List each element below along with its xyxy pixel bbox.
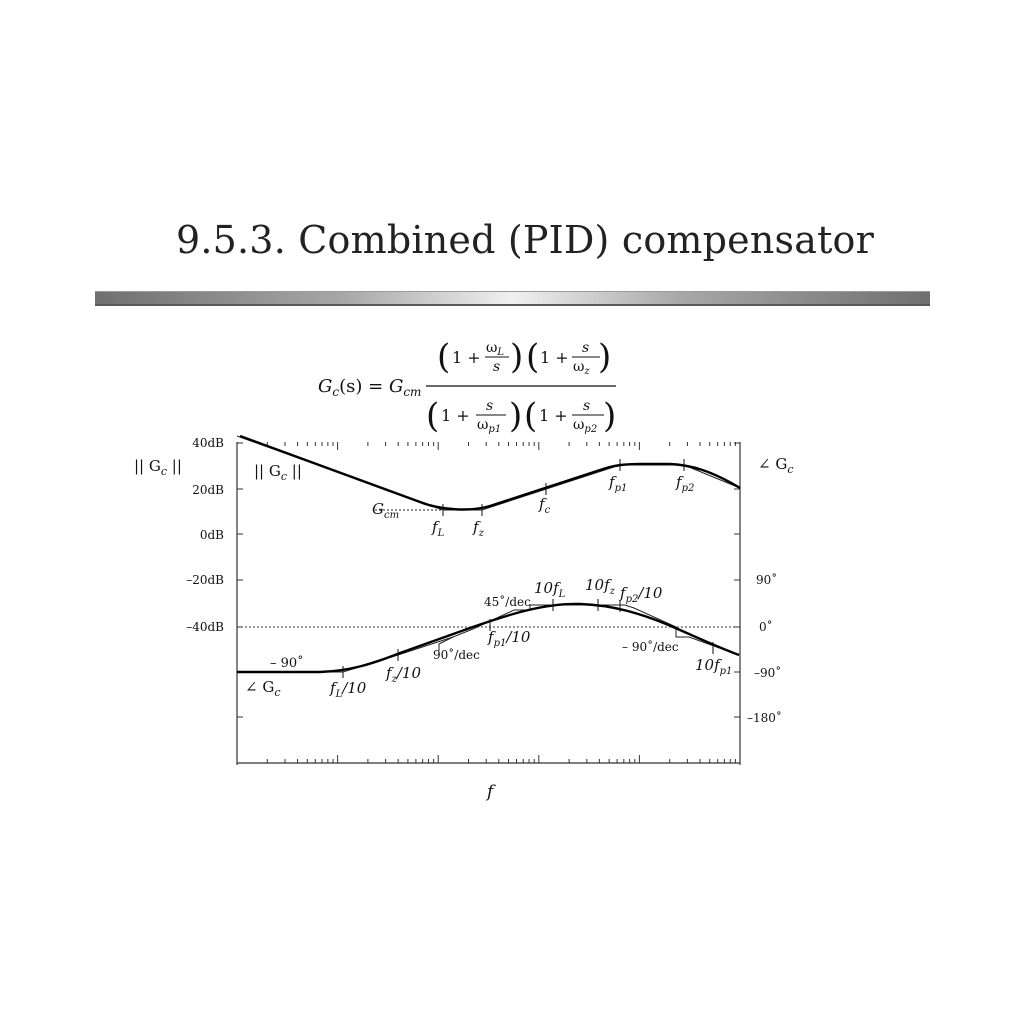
title-divider-bar [95, 291, 930, 306]
svg-text:ωp1: ωp1 [477, 417, 501, 435]
minus-90-label: – 90˚ [270, 655, 304, 671]
svg-text:1 +: 1 + [441, 406, 470, 425]
svg-text:(: ( [526, 337, 539, 377]
svg-text:s: s [493, 359, 500, 375]
left-tick-labels: 40dB 20dB 0dB –20dB –40dB [186, 436, 224, 634]
phase-axis-label: ∠ Gc [758, 455, 794, 476]
10fL-label: 10fL [534, 579, 566, 600]
fz-label: fz [472, 518, 485, 539]
svg-text:ωp2: ωp2 [573, 417, 597, 435]
fz-over-10-label: fz/10 [385, 664, 421, 685]
phase-asymptotes [237, 604, 740, 673]
magnitude-break-markers [442, 459, 685, 516]
fL-over-10-label: fL/10 [329, 679, 367, 700]
fp1-over-10-label: fp1/10 [487, 628, 531, 649]
svg-text:(: ( [426, 396, 439, 436]
svg-text:1 +: 1 + [540, 348, 569, 367]
svg-text:s: s [486, 398, 493, 414]
left-tick-label: 0dB [200, 528, 224, 542]
slope-45-label: 45˚/dec [484, 594, 531, 609]
gcm-label: Gcm [372, 500, 399, 521]
phase-break-markers [342, 599, 714, 678]
fc-label: fc [538, 495, 551, 516]
svg-text:): ) [510, 337, 523, 377]
svg-text:(: ( [524, 396, 537, 436]
numerator-term-1: ( 1 + ωL s ) [437, 337, 523, 377]
axis-ticks [236, 442, 741, 763]
magnitude-curve [239, 434, 741, 511]
svg-text:1 +: 1 + [539, 406, 568, 425]
left-tick-label: 20dB [192, 483, 224, 497]
phase-plot: ∠ Gc – 90˚ fL/10 fz/10 90˚/dec 45˚/dec f… [237, 576, 740, 700]
svg-text:): ) [603, 396, 616, 436]
formula-lhs: Gc(s) = Gcm [318, 376, 421, 399]
magnitude-asymptotes [236, 435, 741, 511]
right-tick-labels: 90˚ 0˚ –90˚ –180˚ [747, 572, 782, 725]
right-tick-label: –180˚ [747, 710, 782, 725]
svg-text:): ) [509, 396, 522, 436]
left-tick-label: 40dB [192, 436, 224, 450]
denominator-term-1: ( 1 + s ωp1 ) [426, 396, 522, 436]
svg-text:s: s [582, 340, 589, 356]
fp2-over-10-label: fp2/10 [619, 584, 663, 605]
magnitude-axis-label: || Gc || [134, 457, 182, 478]
plot-axes [236, 442, 741, 765]
svg-text:s: s [583, 398, 590, 414]
frequency-axis-label: f [485, 782, 496, 802]
fp2-label: fp2 [675, 473, 694, 494]
svg-text:): ) [598, 337, 611, 377]
slope-90-label: 90˚/dec [433, 647, 480, 662]
right-tick-label: 90˚ [756, 572, 777, 587]
magnitude-plot: || Gc || Gcm fL fz fc fp1 fp2 [236, 434, 741, 539]
slope-minus-90-label: – 90˚/dec [622, 639, 679, 654]
slide-title: 9.5.3. Combined (PID) compensator [176, 218, 875, 262]
denominator-term-2: ( 1 + s ωp2 ) [524, 396, 616, 436]
fL-label: fL [431, 518, 445, 539]
svg-text:ωz: ωz [573, 359, 590, 377]
right-tick-label: –90˚ [754, 665, 781, 680]
phase-curve-label: ∠ Gc [245, 678, 281, 699]
fp1-label: fp1 [608, 473, 627, 494]
10fp1-label: 10fp1 [695, 656, 732, 677]
numerator-term-2: ( 1 + s ωz ) [526, 337, 611, 377]
svg-text:1 +: 1 + [452, 348, 481, 367]
phase-curve [237, 602, 740, 674]
magnitude-curve-label: || Gc || [254, 462, 302, 483]
left-tick-label: –40dB [186, 620, 224, 634]
10fz-label: 10fz [585, 576, 616, 597]
svg-text:(: ( [437, 337, 450, 377]
transfer-function-formula: Gc(s) = Gcm ( 1 + ωL s ) ( 1 + s ωz ) ( … [318, 337, 616, 436]
right-tick-label: 0˚ [759, 619, 773, 634]
svg-text:ωL: ωL [486, 340, 504, 358]
left-tick-label: –20dB [186, 573, 224, 587]
